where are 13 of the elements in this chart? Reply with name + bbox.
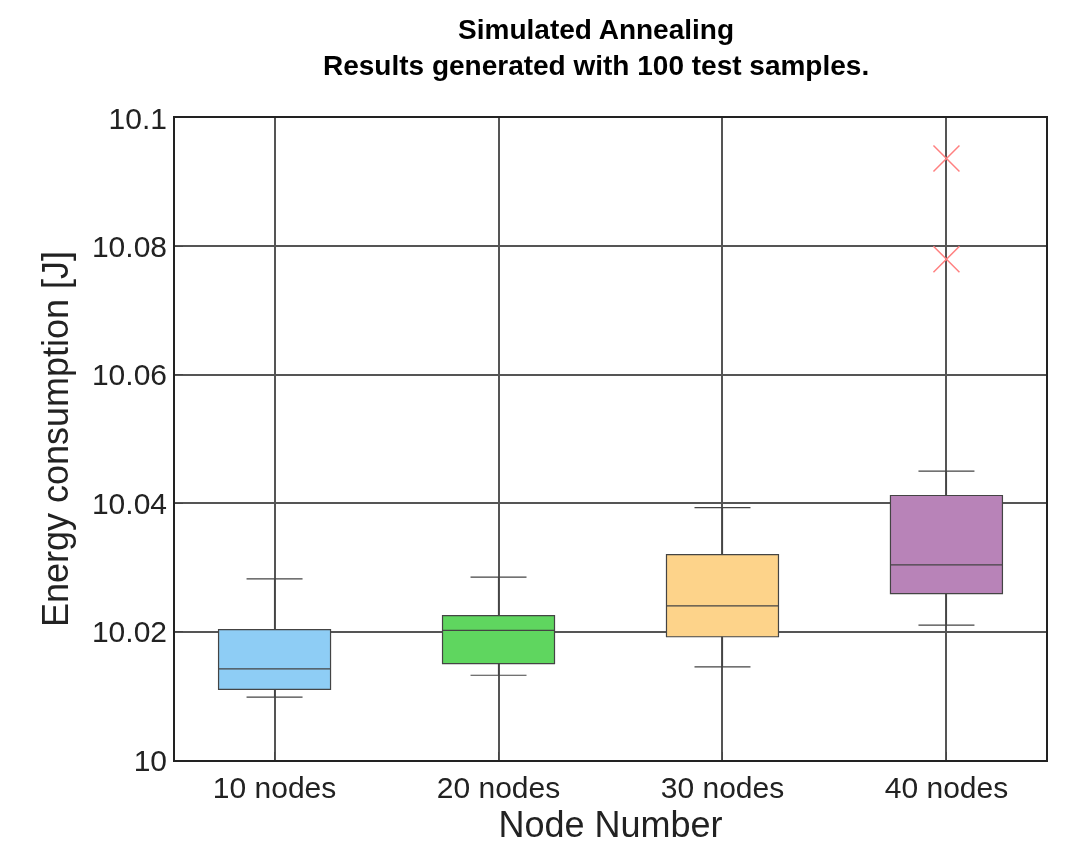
y-tick-label: 10.1	[108, 101, 167, 135]
y-tick-label: 10	[133, 743, 167, 777]
y-axis-title: Energy consumption [J]	[35, 250, 77, 628]
y-tick-label: 10.08	[91, 229, 167, 263]
y-tick-label: 10.04	[91, 486, 167, 520]
x-tick-label: 30 nodes	[660, 771, 785, 804]
x-axis-title: Node Number	[498, 804, 723, 845]
x-tick-label: 10 nodes	[212, 771, 337, 804]
chart-title: Simulated Annealing Results generated with 100 test samples.	[322, 13, 870, 82]
y-tick-label: 10.06	[91, 358, 167, 392]
x-tick-label: 20 nodes	[436, 771, 561, 804]
y-tick-label: 10.02	[91, 615, 167, 649]
x-tick-label: 40 nodes	[884, 771, 1009, 804]
